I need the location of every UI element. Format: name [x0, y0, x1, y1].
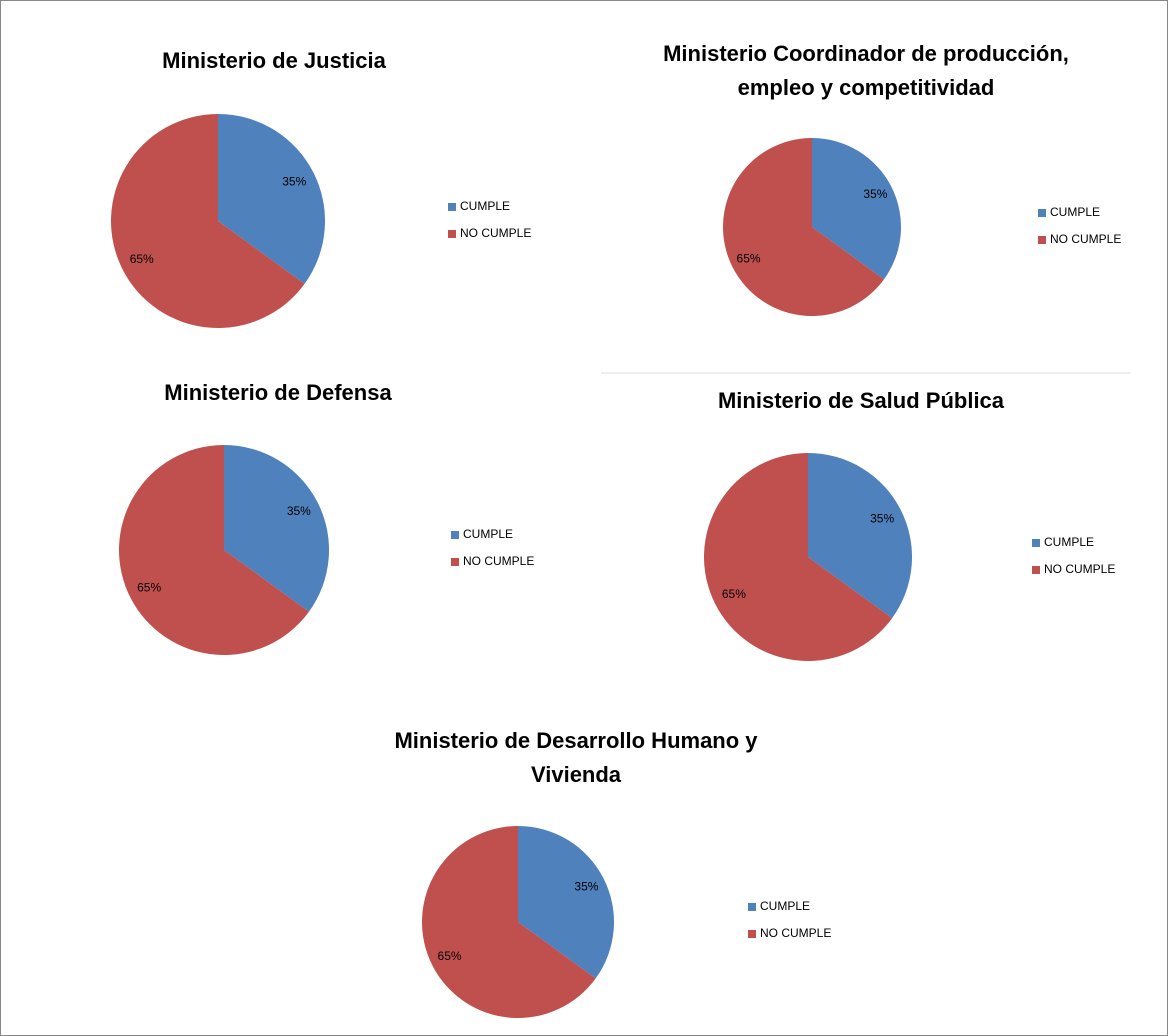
legend-label: NO CUMPLE [463, 554, 534, 568]
pie-slice [218, 114, 325, 284]
data-label: 35% [863, 187, 887, 201]
chart-title: Ministerio de Justicia [162, 48, 386, 73]
legend-swatch [1032, 566, 1040, 574]
pie-slice [422, 826, 596, 1018]
legend-label: CUMPLE [1044, 535, 1094, 549]
legend-label: CUMPLE [463, 527, 513, 541]
data-label: 65% [438, 949, 462, 963]
data-label: 65% [737, 251, 761, 265]
legend-swatch [448, 230, 456, 238]
legend-label: NO CUMPLE [460, 226, 531, 240]
legend-label: CUMPLE [1050, 205, 1100, 219]
pie-slice [723, 138, 885, 316]
data-label: 35% [282, 174, 306, 188]
chart-title: Ministerio Coordinador de producción, em… [663, 41, 1069, 100]
legend-label: NO CUMPLE [1044, 562, 1115, 576]
pie-slice [812, 138, 902, 280]
chart-title: Ministerio de Desarrollo Humano y Vivien… [394, 728, 758, 787]
chart-title: Ministerio de Salud Pública [717, 388, 1005, 413]
pie-slice [518, 826, 615, 979]
legend-swatch [451, 558, 459, 566]
pie-slice [224, 445, 330, 612]
legend-swatch [448, 203, 456, 211]
legend-swatch [748, 930, 756, 938]
legend-label: CUMPLE [760, 899, 810, 913]
data-label: 35% [574, 879, 598, 893]
legend-label: NO CUMPLE [1050, 232, 1121, 246]
pie-slice [110, 114, 305, 329]
data-label: 65% [130, 252, 154, 266]
legend-label: CUMPLE [460, 199, 510, 213]
pie-slice [808, 453, 912, 619]
legend-swatch [1032, 539, 1040, 547]
legend-swatch [748, 903, 756, 911]
data-label: 65% [137, 580, 161, 594]
legend-label: NO CUMPLE [760, 926, 831, 940]
data-label: 65% [722, 587, 746, 601]
pie-slice [119, 445, 309, 655]
chart-title: Ministerio de Defensa [164, 380, 392, 405]
legend-swatch [451, 531, 459, 539]
legend-swatch [1038, 209, 1046, 217]
pie-slice [703, 453, 893, 661]
data-label: 35% [870, 511, 894, 525]
data-label: 35% [287, 504, 311, 518]
legend-swatch [1038, 236, 1046, 244]
